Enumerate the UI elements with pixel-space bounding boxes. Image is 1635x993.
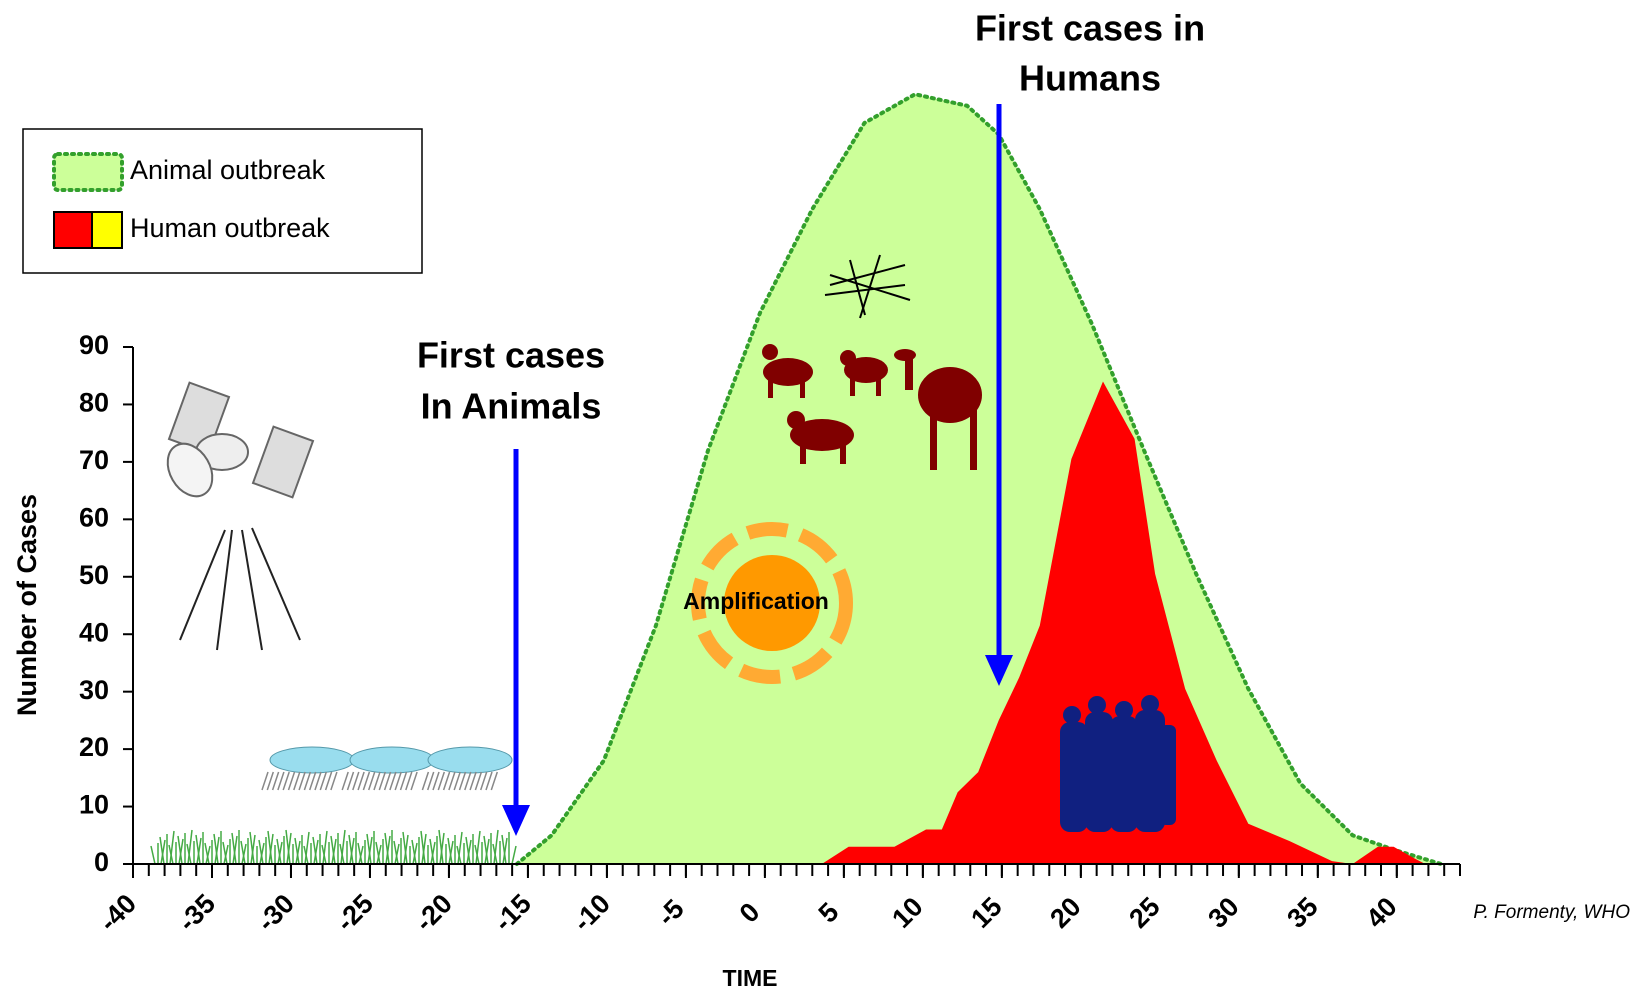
x-tick-label: -25	[330, 888, 379, 937]
rain	[262, 772, 497, 790]
x-tick-label: -35	[172, 888, 221, 937]
rain-drop	[320, 772, 326, 790]
grass-blade	[512, 846, 516, 864]
rain-drop	[470, 772, 476, 790]
x-tick-label: 30	[1202, 891, 1244, 933]
rain-drop	[289, 772, 295, 790]
rain-drop	[428, 772, 434, 790]
rain-drop	[491, 772, 497, 790]
legend-swatch	[54, 154, 122, 190]
y-tick-label: 0	[94, 847, 109, 877]
x-tick-label: 15	[965, 891, 1007, 933]
annotation: Amplification	[683, 588, 829, 614]
rain-drop	[283, 772, 289, 790]
x-tick-label: 25	[1123, 891, 1165, 933]
x-tick-label: 10	[886, 891, 928, 933]
y-tick-label: 80	[79, 388, 109, 418]
area	[517, 94, 1441, 864]
rain-drop	[454, 772, 460, 790]
rain-drop	[385, 772, 391, 790]
x-tick-label: -40	[93, 888, 142, 937]
x-tick-label: 20	[1044, 891, 1086, 933]
y-tick-label: 30	[79, 675, 109, 705]
rain-drop	[422, 772, 428, 790]
x-tick-label: 40	[1360, 891, 1402, 933]
rain-drop	[299, 772, 305, 790]
rain-drop	[315, 772, 321, 790]
rain-drop	[395, 772, 401, 790]
rain-drop	[374, 772, 380, 790]
y-tick-label: 70	[79, 445, 109, 475]
legend-label: Human outbreak	[130, 213, 330, 243]
rain-drop	[326, 772, 332, 790]
rain-drop	[267, 772, 273, 790]
rain-drop	[331, 772, 337, 790]
rain-drop	[353, 772, 359, 790]
y-tick-label: 40	[79, 617, 109, 647]
annotation: Humans	[1019, 58, 1161, 99]
x-tick-label: -15	[488, 888, 537, 937]
people-icon	[1060, 695, 1176, 832]
rain-drop	[411, 772, 417, 790]
rain-drop	[465, 772, 471, 790]
rain-drop	[460, 772, 466, 790]
rain-drop	[481, 772, 487, 790]
y-tick-label: 50	[79, 560, 109, 590]
rain-drop	[358, 772, 364, 790]
rain-drop	[294, 772, 300, 790]
rain-drop	[278, 772, 284, 790]
rain-drop	[363, 772, 369, 790]
legend-label: Animal outbreak	[130, 155, 326, 185]
x-tick-label: -30	[251, 888, 300, 937]
y-tick-label: 10	[79, 790, 109, 820]
rain-drop	[444, 772, 450, 790]
x-axis-label: TIME	[723, 965, 778, 991]
rain-drop	[390, 772, 396, 790]
rain-drop	[262, 772, 268, 790]
annotation: First cases	[417, 335, 605, 376]
y-tick-label: 60	[79, 502, 109, 532]
rain-drop	[379, 772, 385, 790]
rain-drop	[401, 772, 407, 790]
legend-swatch	[54, 212, 92, 248]
rain-drop	[406, 772, 412, 790]
annotation: In Animals	[421, 386, 602, 427]
rain-drop	[438, 772, 444, 790]
y-tick-label: 20	[79, 732, 109, 762]
rain-drop	[433, 772, 439, 790]
areas	[517, 94, 1441, 864]
grass-blade	[151, 846, 155, 864]
legend-swatch	[92, 212, 122, 248]
x-tick-label: 0	[734, 897, 766, 929]
x-tick-label: -10	[567, 888, 616, 937]
rain-drop	[475, 772, 481, 790]
rain-drop	[348, 772, 354, 790]
rain-drop	[342, 772, 348, 790]
rain-drop	[273, 772, 279, 790]
x-tick-label: -20	[409, 888, 458, 937]
legend-box	[23, 129, 422, 273]
credit: P. Formenty, WHO	[1473, 902, 1630, 923]
legend: Animal outbreak Human outbreak	[23, 129, 422, 273]
x-tick-label: -5	[651, 894, 689, 932]
y-axis-label: Number of Cases	[12, 494, 42, 716]
rain-drop	[369, 772, 375, 790]
satellite-icon	[159, 383, 313, 650]
x-tick-label: 5	[813, 897, 845, 929]
chart: 0102030405060708090-40-35-30-25-20-15-10…	[0, 0, 1635, 993]
x-tick-label: 35	[1281, 891, 1323, 933]
rain-drop	[304, 772, 310, 790]
rain-drop	[449, 772, 455, 790]
rain-drop	[310, 772, 316, 790]
rain-clouds	[270, 747, 512, 773]
y-tick-label: 90	[79, 330, 109, 360]
grass	[151, 830, 516, 864]
annotation: First cases in	[975, 8, 1205, 49]
rain-drop	[486, 772, 492, 790]
